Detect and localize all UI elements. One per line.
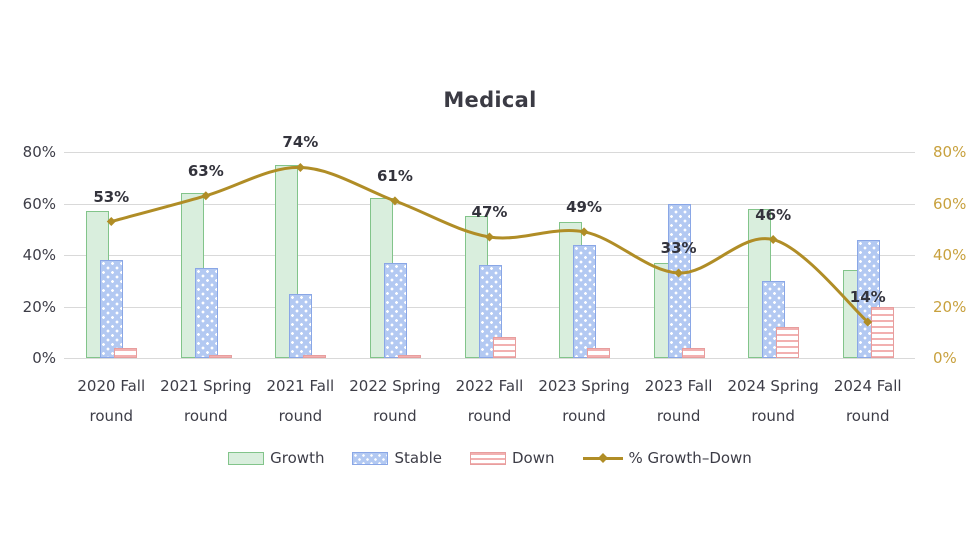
legend-item-line: % Growth–Down: [582, 449, 752, 467]
line-data-label: 53%: [93, 187, 130, 206]
bar-stable: [383, 262, 407, 358]
x-axis-label: 2024 Spring: [727, 377, 819, 395]
x-axis-label: 2021 Spring: [160, 377, 252, 395]
y-axis-label-left: 40%: [22, 246, 56, 264]
line-data-label: 63%: [187, 161, 224, 180]
y-axis-label-right: 40%: [933, 246, 967, 264]
bar-stable: [667, 203, 691, 358]
bar-down: [587, 347, 611, 358]
bar-down: [208, 355, 232, 358]
x-axis-label: 2023 Fall: [644, 377, 713, 395]
x-axis-label-sub: round: [184, 407, 228, 425]
x-axis-label-sub: round: [562, 407, 606, 425]
x-axis-label: 2024 Fall: [833, 377, 902, 395]
bar-down: [492, 337, 516, 358]
x-axis-label-sub: round: [278, 407, 323, 425]
bar-down: [776, 327, 800, 358]
gridline: [64, 358, 915, 359]
bar-down: [397, 355, 421, 358]
x-axis-label: 2020 Fall: [77, 377, 146, 395]
chart-legend: Growth Stable Down % Growth–Down: [0, 449, 980, 467]
y-axis-label-right: 20%: [933, 297, 967, 316]
line-data-label: 33%: [660, 239, 697, 258]
x-axis-label-sub: round: [751, 407, 795, 425]
bar-down: [114, 347, 138, 358]
legend-label: Growth: [270, 449, 325, 467]
legend-label: % Growth–Down: [628, 449, 752, 467]
line-data-label: 46%: [755, 205, 792, 224]
bar-down: [681, 347, 705, 358]
legend-item-stable: Stable: [352, 449, 442, 467]
x-axis-label-sub: round: [373, 407, 417, 425]
line-data-label: 49%: [566, 197, 602, 216]
x-axis-label: 2021 Fall: [266, 377, 335, 395]
y-axis-label-left: 80%: [22, 143, 56, 161]
legend-label: Down: [511, 449, 555, 467]
legend-item-down: Down: [469, 449, 555, 467]
bar-stable: [573, 244, 597, 358]
legend-item-growth: Growth: [228, 449, 324, 467]
legend-swatch-growth-icon: [228, 451, 265, 465]
line-data-label: 47%: [471, 202, 508, 221]
bar-stable: [289, 293, 313, 358]
bar-down: [303, 355, 327, 358]
x-axis-label-sub: round: [89, 407, 134, 425]
x-axis-label-sub: round: [656, 407, 701, 425]
line-data-label: 14%: [849, 287, 886, 306]
y-axis-label-right: 80%: [933, 143, 967, 161]
legend-diamond-icon: [597, 453, 608, 463]
y-axis-label-right: 0%: [933, 349, 957, 367]
legend-swatch-stable-icon: [352, 451, 389, 465]
y-axis-label-left: 60%: [22, 194, 56, 213]
x-axis-label-sub: round: [467, 407, 512, 425]
gridline: [64, 152, 915, 153]
y-axis-label-left: 0%: [32, 349, 56, 367]
bar-stable: [100, 260, 124, 358]
legend-label: Stable: [394, 449, 442, 467]
y-axis-label-right: 60%: [933, 194, 967, 213]
chart-title: Medical: [443, 88, 537, 112]
x-axis-label-sub: round: [845, 407, 890, 425]
x-axis-label: 2023 Spring: [538, 377, 630, 395]
x-axis-label: 2022 Fall: [455, 377, 524, 395]
legend-swatch-down-icon: [469, 451, 506, 465]
x-axis-label: 2022 Spring: [349, 377, 441, 395]
bar-down: [870, 306, 894, 358]
line-data-label: 61%: [376, 166, 413, 185]
bar-stable: [194, 267, 218, 358]
line-data-label: 74%: [282, 133, 319, 152]
legend-line-sample-icon: [582, 453, 623, 463]
y-axis-label-left: 20%: [22, 297, 56, 316]
